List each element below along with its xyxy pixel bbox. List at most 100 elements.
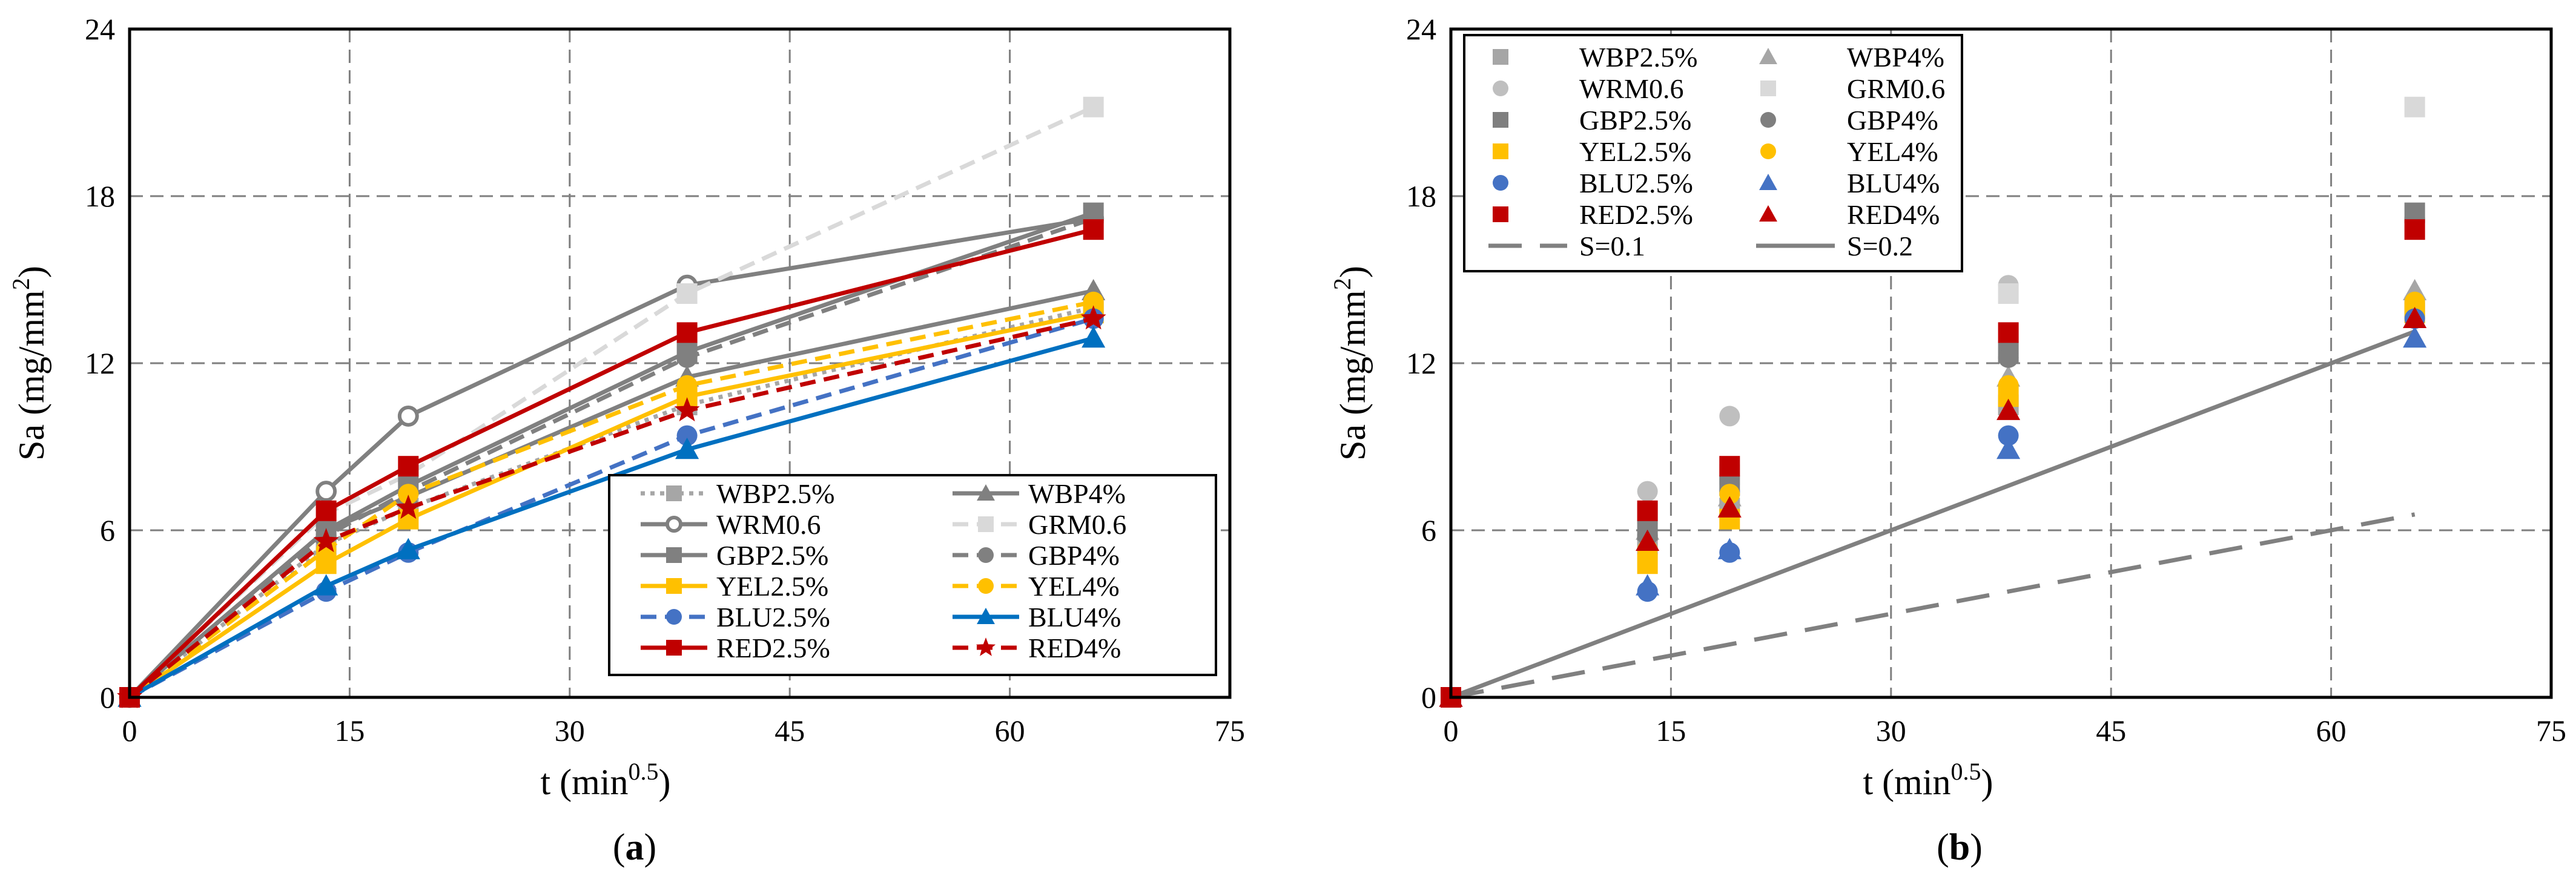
legend-label-blu4pct-b: BLU4% [1847, 168, 1940, 199]
legend-marker-wrm0-6-a [665, 515, 683, 533]
y-tick-label-0-a: 0 [100, 680, 115, 714]
point-grm0-6-4-a [1083, 96, 1104, 117]
point-red2-5pct-1-a [315, 500, 337, 521]
legend-marker-blu2-5pct-a [666, 609, 682, 625]
point-blu4pct-1-a [314, 574, 339, 596]
x-tick-label-30-b: 30 [1876, 714, 1906, 748]
legend-marker-wrm0-6-b [1493, 81, 1508, 96]
legend-marker-red4pct-b [1759, 205, 1777, 222]
y-tick-label-0-b: 0 [1421, 680, 1436, 714]
y-tick-label-12-b: 12 [1406, 346, 1436, 380]
point-red4pct-4-a [1080, 305, 1106, 330]
x-tick-label-75-a: 75 [1215, 714, 1245, 748]
y-tick-label-24-b: 24 [1406, 12, 1436, 46]
point-blu4pct-2-a [396, 538, 420, 559]
y-axis-label-a: Sa (mg/mm2) [7, 266, 51, 461]
point-red2-5pct-4-a [1083, 219, 1104, 240]
point-blu4pct-4-a [1082, 326, 1106, 348]
legend-label-grm0-6-b: GRM0.6 [1847, 73, 1945, 104]
point-wrm0-6-2-a [397, 405, 419, 427]
point-red4pct-3-b [1996, 398, 2021, 420]
y-tick-label-24-a: 24 [85, 12, 115, 46]
legend-label-yel4pct-b: YEL4% [1847, 136, 1938, 167]
legend-marker-red2-5pct-a [666, 640, 682, 656]
legend-label-yel2-5pct-b: YEL2.5% [1579, 136, 1691, 167]
series-wrm0-6-b [1441, 208, 2425, 708]
legend-box-b [1463, 34, 1963, 272]
legend-marker-grm0-6-b [1760, 81, 1776, 96]
x-tick-label-15-b: 15 [1656, 714, 1686, 748]
ticks-a: 0 15 30 45 60 75 0 6 12 18 24 [85, 12, 1245, 748]
legend-b: WBP2.5% WBP4% WRM0.6 GRM0.6 GBP2.5% GBP4% YEL2… [1463, 34, 1963, 272]
panel-label-a: (a) [613, 827, 656, 868]
legend-label-red2-5pct-b: RED2.5% [1579, 199, 1693, 230]
series-gbp2-5pct-b [1441, 202, 2425, 708]
point-blu2-5pct-3-b [1998, 425, 2019, 446]
legend-label-gbp4pct-b: GBP4% [1847, 105, 1938, 136]
x-tick-label-15-a: 15 [334, 714, 365, 748]
legend-label-wbp2-5pct-a: WBP2.5% [716, 478, 835, 509]
x-tick-label-45-b: 45 [2096, 714, 2126, 748]
point-grm0-6-3-b [1998, 283, 2019, 304]
legend-label-red4pct-b: RED4% [1847, 199, 1940, 230]
legend-label-wbp4pct-b: WBP4% [1847, 42, 1944, 73]
plot-frame-b [1449, 27, 2553, 699]
legend-marker-red2-5pct-b [1493, 206, 1508, 222]
point-gbp4pct-3-a [676, 347, 698, 368]
legend-marker-gbp4pct-b [1760, 112, 1776, 128]
point-blu4pct-4-b [2403, 326, 2427, 348]
x-tick-label-30-a: 30 [555, 714, 585, 748]
legend-marker-yel4pct-b [1760, 143, 1776, 159]
legend-marker-yel2-5pct-a [666, 578, 682, 594]
point-yel4pct-3-a [676, 375, 698, 396]
legend-label-blu4pct-a: BLU4% [1028, 602, 1121, 633]
legend-marker-yel4pct-a [978, 578, 994, 594]
panel-label-b: (b) [1937, 827, 1983, 868]
point-red4pct-1-a [313, 528, 339, 553]
legend-label-blu2-5pct-b: BLU2.5% [1579, 168, 1693, 199]
point-wrm0-6-2-b [1719, 406, 1740, 427]
legend-marker-wbp2-5pct-a [666, 485, 682, 501]
legend-label-gbp4pct-a: GBP4% [1028, 540, 1120, 571]
x-axis-label-b: t (min0.5) [1863, 758, 1993, 802]
y-tick-label-12-a: 12 [85, 346, 115, 380]
series-blu2-5pct-b [1441, 308, 2425, 708]
legend-label-wrm0-6-a: WRM0.6 [716, 509, 821, 540]
series-gbp4pct-b [1441, 208, 2425, 708]
legend-marker-blu4pct-a [977, 608, 995, 624]
point-red4pct-4-b [2403, 306, 2427, 329]
legend-label-wbp2-5pct-b: WBP2.5% [1579, 42, 1698, 73]
reference-line-s-0-1-b [1450, 512, 2416, 700]
legend-marker-red4pct-a [976, 637, 996, 656]
legend-marker-wbp4pct-a [977, 484, 995, 501]
y-tick-label-6-b: 6 [1421, 513, 1436, 547]
y-tick-label-18-a: 18 [85, 179, 115, 213]
x-tick-label-60-a: 60 [995, 714, 1025, 748]
point-red2-5pct-2-a [398, 456, 419, 477]
legend-label-red4pct-a: RED4% [1028, 633, 1121, 663]
point-yel4pct-4-a [1083, 291, 1104, 312]
point-yel4pct-4-b [2404, 291, 2425, 312]
point-gbp4pct-3-b [1998, 347, 2019, 368]
legend-label-grm0-6-a: GRM0.6 [1028, 509, 1126, 540]
series-line-wbp2-5pct-a [128, 305, 1094, 699]
panel-b: 0 15 30 45 60 75 0 6 12 18 24 t (min0.5) Sa (mg/mm… [1329, 12, 2566, 868]
reference-lines-b [1450, 329, 2416, 700]
y-tick-label-6-a: 6 [100, 513, 115, 547]
point-blu4pct-3-b [1996, 438, 2021, 459]
series-red4pct-b [1439, 306, 2427, 707]
legend-label-s-0-1-b: S=0.1 [1579, 231, 1645, 262]
legend-label-gbp2-5pct-b: GBP2.5% [1579, 105, 1691, 136]
legend-label-gbp2-5pct-a: GBP2.5% [716, 540, 828, 571]
series-line-blu2-5pct-a [128, 317, 1094, 700]
legend-marker-gbp2-5pct-a [666, 547, 682, 563]
point-blu2-5pct-3-a [676, 425, 698, 446]
point-blu4pct-1-b [1636, 574, 1660, 596]
point-red2-5pct-3-b [1998, 322, 2019, 343]
point-red4pct-2-b [1717, 496, 1742, 518]
series-a [117, 96, 1106, 708]
point-blu4pct-3-a [675, 438, 699, 459]
x-axis-label-a: t (min0.5) [541, 758, 671, 802]
x-tick-label-60-b: 60 [2316, 714, 2346, 748]
legend-marker-wbp4pct-b [1759, 48, 1777, 64]
